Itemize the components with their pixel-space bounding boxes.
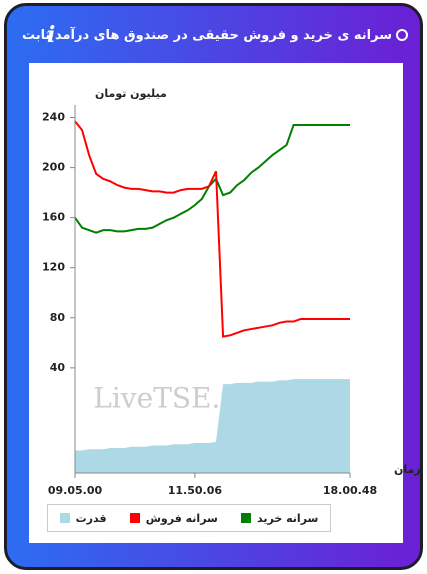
link-icon — [396, 29, 408, 41]
x-tick-label: 11.50.06 — [168, 484, 223, 497]
x-tick-label: 09.05.00 — [48, 484, 103, 497]
legend-item[interactable]: قدرت — [59, 511, 107, 525]
y-tick-label: 40 — [50, 361, 66, 374]
legend-item[interactable]: سرانه خرید — [241, 512, 318, 525]
x-axis-label: زمان — [394, 463, 421, 476]
legend-swatch — [129, 513, 140, 523]
legend-swatch — [59, 513, 70, 523]
y-axis-label: میلیون تومان — [95, 87, 167, 100]
y-tick-label: 200 — [42, 161, 65, 174]
y-tick-label: 120 — [42, 261, 65, 274]
line — [74, 120, 350, 338]
line — [74, 124, 350, 234]
legend: سرانه خرید سرانه فروش قدرت — [47, 504, 331, 532]
legend-label: سرانه فروش — [145, 511, 218, 525]
x-tick-label: 18.00.48 — [323, 484, 377, 497]
legend-label: قدرت — [75, 511, 107, 525]
legend-item[interactable]: سرانه فروش — [129, 511, 218, 525]
legend-swatch — [241, 513, 252, 523]
header: i سرانه ی خرید و فروش حقیقی در صندوق های… — [7, 20, 420, 56]
watermark: LiveTSE.ir — [93, 382, 243, 415]
header-title: سرانه ی خرید و فروش حقیقی در صندوق های د… — [22, 28, 392, 43]
y-tick-label: 80 — [50, 311, 66, 324]
info-icon[interactable]: i — [47, 22, 56, 48]
y-tick-label: 240 — [42, 111, 65, 124]
y-tick-label: 160 — [42, 211, 65, 224]
legend-label: سرانه خرید — [257, 511, 319, 525]
area — [75, 379, 350, 473]
